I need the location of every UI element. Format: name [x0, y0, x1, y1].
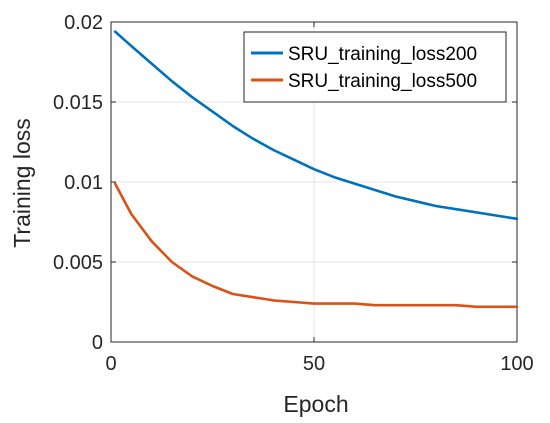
legend-label-sru-training-loss200: SRU_training_loss200 [288, 44, 477, 65]
y-tick-label: 0 [92, 332, 103, 354]
x-axis-label: Epoch [283, 391, 348, 417]
y-tick-label: 0.005 [53, 252, 103, 274]
x-tick-label: 0 [105, 353, 116, 375]
y-tick-label: 0.01 [64, 172, 103, 194]
series-lines [113, 30, 519, 309]
series-line-sru-training-loss500 [113, 182, 519, 309]
y-tick-labels: 0 0.005 0.01 0.015 0.02 [53, 12, 103, 354]
y-axis-label: Training loss [9, 118, 35, 248]
x-tick-label: 100 [500, 353, 533, 375]
y-tick-label: 0.02 [64, 12, 103, 34]
legend-box [243, 31, 507, 103]
series-line-sru-training-loss200 [113, 30, 519, 221]
legend: SRU_training_loss200 SRU_training_loss50… [243, 31, 507, 103]
x-tick-labels: 0 50 100 [105, 353, 533, 375]
x-tick-label: 50 [303, 353, 325, 375]
axis-ticks [110, 21, 518, 343]
legend-label-sru-training-loss500: SRU_training_loss500 [288, 71, 477, 92]
y-tick-label: 0.015 [53, 92, 103, 114]
